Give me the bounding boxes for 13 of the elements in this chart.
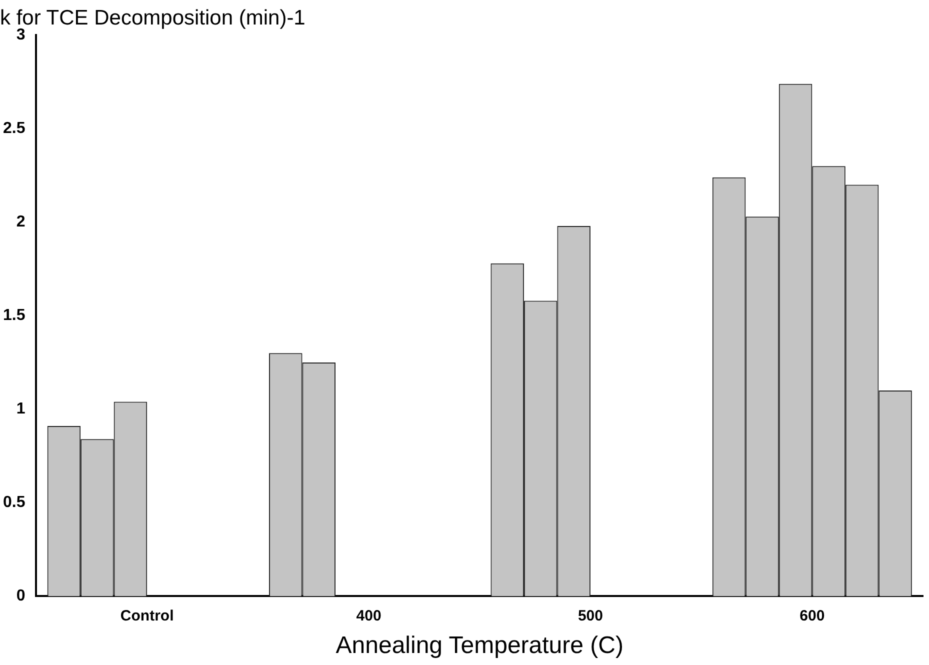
x-tick-label: 400 (356, 607, 382, 624)
y-tick-label: 0.5 (2, 494, 26, 512)
x-tick-label: Control (120, 607, 174, 624)
x-axis-title: Annealing Temperature (C) (336, 632, 624, 660)
y-tick-label: 1.5 (2, 307, 26, 324)
chart-title: k for TCE Decomposition (min)-1 (0, 6, 306, 30)
x-tick-label: 500 (578, 607, 603, 624)
y-tick-label: 3 (16, 26, 26, 44)
x-tick-label: 600 (800, 607, 825, 624)
y-tick-label: 0 (16, 588, 26, 605)
y-tick-label: 1 (16, 400, 26, 418)
y-tick-label: 2 (16, 214, 26, 231)
y-tick-label: 2.5 (2, 120, 26, 138)
